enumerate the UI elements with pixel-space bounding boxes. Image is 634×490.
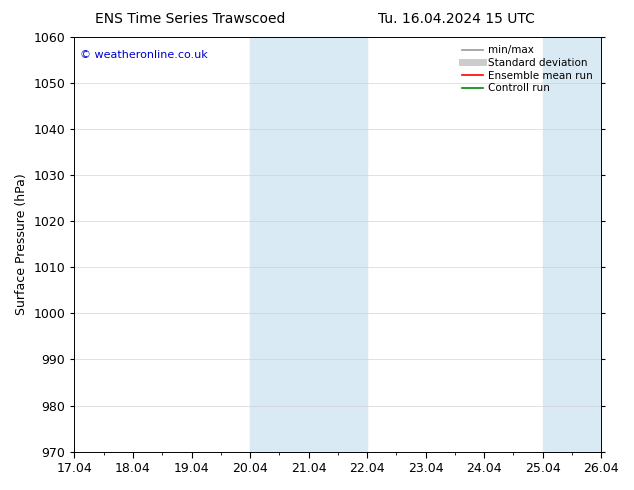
Bar: [250, 37, 367, 452]
Text: © weatheronline.co.uk: © weatheronline.co.uk: [80, 49, 207, 60]
Legend: min/max, Standard deviation, Ensemble mean run, Controll run: min/max, Standard deviation, Ensemble me…: [459, 42, 596, 97]
Bar: [543, 37, 601, 452]
Text: ENS Time Series Trawscoed: ENS Time Series Trawscoed: [95, 12, 285, 26]
Y-axis label: Surface Pressure (hPa): Surface Pressure (hPa): [15, 173, 28, 315]
Text: Tu. 16.04.2024 15 UTC: Tu. 16.04.2024 15 UTC: [378, 12, 535, 26]
